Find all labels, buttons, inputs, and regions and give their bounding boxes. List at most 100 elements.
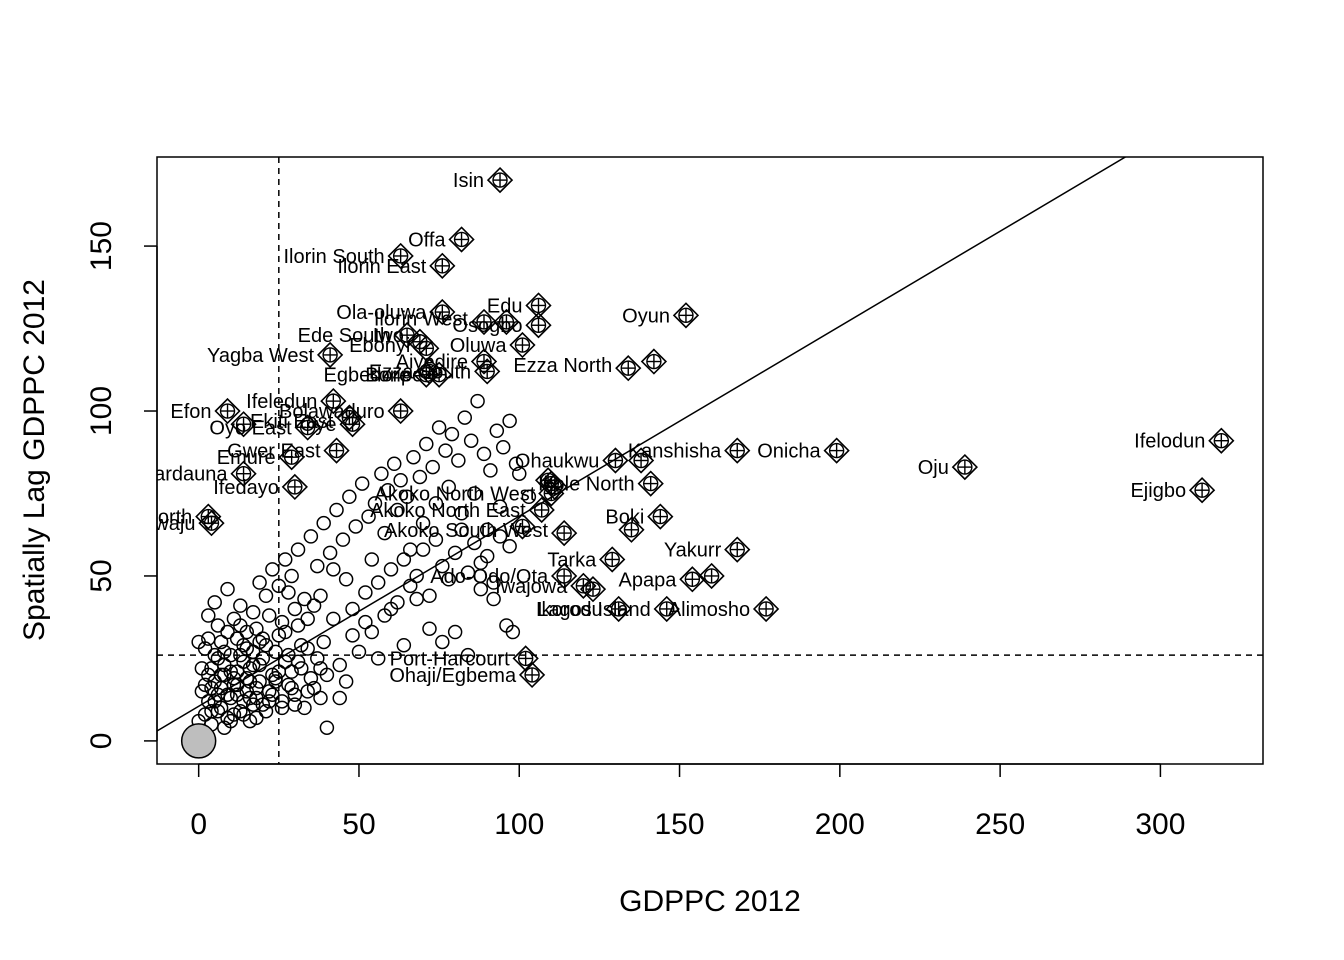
data-point (300, 684, 315, 699)
diamond-marker (647, 503, 674, 530)
point-label: Ikole North (538, 474, 635, 496)
data-point (249, 621, 264, 636)
data-point (255, 651, 271, 666)
data-point (233, 618, 248, 633)
diamond-marker (429, 298, 456, 326)
data-point (422, 621, 437, 636)
y-tick-label: 0 (85, 733, 118, 750)
influential-point (951, 453, 978, 481)
diamond-marker (320, 387, 347, 415)
influential-point (640, 348, 668, 375)
data-point (252, 657, 267, 673)
diamond-marker (393, 322, 421, 349)
x-axis-label: GDPPC 2012 (619, 885, 801, 918)
influential-point (518, 661, 546, 689)
influential-point (230, 460, 257, 487)
data-point (463, 433, 479, 448)
influential-point (214, 397, 241, 425)
data-point (447, 545, 463, 561)
point-label: Aiyedire (396, 352, 468, 374)
point-label: Oyo East (209, 418, 292, 440)
data-point (297, 591, 312, 607)
data-point (409, 591, 424, 607)
mean-point (180, 723, 217, 759)
diamond-marker (470, 308, 498, 336)
data-point (467, 486, 482, 501)
y-tick-label: 150 (85, 221, 118, 271)
x-tick-label: 50 (342, 808, 375, 841)
data-point (252, 575, 267, 590)
data-point (492, 499, 508, 514)
data-point (338, 572, 354, 587)
data-point (422, 588, 437, 604)
data-point (207, 595, 222, 610)
influential-point (602, 447, 629, 474)
diamond-marker (323, 437, 350, 464)
x-tick-label: 100 (494, 808, 544, 841)
data-point (428, 532, 444, 547)
diamond-marker (752, 595, 780, 623)
point-label: Iwajowa (495, 576, 568, 598)
diamond-marker (618, 516, 645, 543)
diamond-marker (509, 331, 536, 359)
data-point (207, 647, 222, 663)
data-point (476, 446, 492, 462)
data-point (521, 489, 537, 505)
data-point (351, 644, 367, 660)
diamond-marker (525, 292, 552, 319)
point-label: Ibarapa North (70, 507, 192, 529)
data-point (233, 598, 248, 613)
data-point (290, 618, 306, 633)
point-label: Lagos Island (537, 599, 650, 621)
influential-point (724, 437, 751, 464)
point-label: Edu (487, 295, 523, 317)
point-label: Kanshisha (628, 441, 722, 463)
diamond-marker (278, 444, 305, 471)
diamond-marker (230, 411, 257, 438)
data-point (361, 509, 376, 524)
data-point (226, 707, 242, 722)
data-point (313, 588, 328, 604)
data-point (265, 687, 280, 702)
influential-point (429, 298, 456, 326)
data-point (508, 456, 524, 472)
x-tick-label: 150 (655, 808, 705, 841)
data-point (447, 624, 463, 640)
x-tick-label: 300 (1135, 808, 1185, 841)
data-point (345, 601, 360, 617)
data-point (428, 496, 444, 511)
influential-point (509, 513, 536, 540)
influential-point (647, 503, 674, 530)
data-point (364, 552, 380, 567)
influential-point (618, 516, 645, 543)
data-point (290, 654, 306, 669)
data-point (460, 565, 476, 580)
diamond-marker (551, 562, 578, 590)
data-point (502, 413, 517, 429)
point-label: Itesiwaju (118, 513, 196, 535)
data-point (236, 637, 251, 653)
influential-point (525, 312, 552, 339)
data-point (303, 529, 319, 544)
data-point (310, 651, 325, 666)
data-point (287, 697, 303, 712)
point-label: Akoko North East (370, 500, 526, 522)
point-label: Boki (605, 507, 644, 529)
data-point (316, 634, 331, 650)
point-label: Oyun (622, 305, 670, 327)
point-label: Yakurr (664, 540, 722, 562)
data-point (390, 502, 405, 518)
data-point (409, 568, 424, 584)
data-point (479, 522, 495, 538)
point-label: Iwo (373, 325, 404, 347)
point-label: Ekiti East (250, 411, 334, 433)
data-point (370, 575, 386, 590)
diamond-marker (605, 595, 632, 623)
diamond-marker (724, 536, 751, 563)
point-label: Ado-Odo/Ota (430, 566, 549, 588)
point-label: Ifedayo (213, 477, 279, 499)
influential-point (493, 308, 520, 336)
data-point (412, 469, 428, 485)
diamond-marker (627, 447, 655, 474)
point-label: Onicha (757, 441, 821, 463)
